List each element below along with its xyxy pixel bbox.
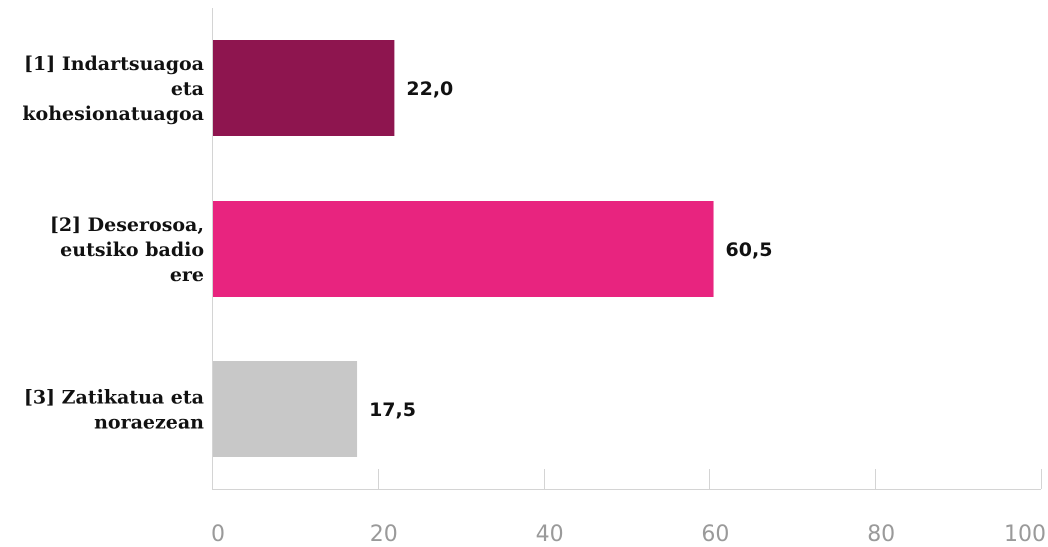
- category-labels: [1] Indartsuagoa eta kohesionatuagoa [2] De…: [22, 53, 204, 434]
- category-label-2: [2] Deserosoa, eutsiko badio ere: [50, 214, 204, 286]
- bar-2: [212, 201, 714, 297]
- category-label-2-line-2: eutsiko badio: [60, 239, 204, 261]
- bar-1: [212, 40, 395, 136]
- x-axis: 0 20 40 60 80 100: [211, 8, 1046, 547]
- x-tick-label-20: 20: [370, 522, 398, 547]
- x-tick-label-40: 40: [536, 522, 564, 547]
- category-label-2-line-1: [2] Deserosoa,: [50, 214, 204, 236]
- category-label-1-line-2: eta: [171, 78, 204, 100]
- value-labels: 22,0 60,5 17,5: [369, 78, 772, 421]
- category-label-2-line-3: ere: [170, 264, 204, 286]
- x-tick-label-0: 0: [211, 522, 225, 547]
- value-label-1: 22,0: [406, 78, 453, 100]
- category-label-3: [3] Zatikatua eta noraezean: [24, 387, 204, 434]
- category-label-3-line-2: noraezean: [94, 412, 204, 434]
- bar-3: [212, 361, 358, 457]
- category-label-1-line-3: kohesionatuagoa: [22, 103, 204, 125]
- x-tick-label-60: 60: [701, 522, 729, 547]
- category-label-3-line-1: [3] Zatikatua eta: [24, 387, 204, 409]
- x-tick-label-80: 80: [867, 522, 895, 547]
- value-label-2: 60,5: [726, 239, 773, 261]
- bars: [212, 40, 714, 457]
- category-label-1-line-1: [1] Indartsuagoa: [24, 53, 204, 75]
- value-label-3: 17,5: [369, 399, 416, 421]
- x-tick-label-100: 100: [1004, 522, 1046, 547]
- category-label-1: [1] Indartsuagoa eta kohesionatuagoa: [22, 53, 204, 125]
